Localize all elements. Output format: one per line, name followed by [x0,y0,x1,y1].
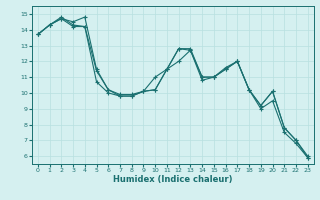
X-axis label: Humidex (Indice chaleur): Humidex (Indice chaleur) [113,175,233,184]
